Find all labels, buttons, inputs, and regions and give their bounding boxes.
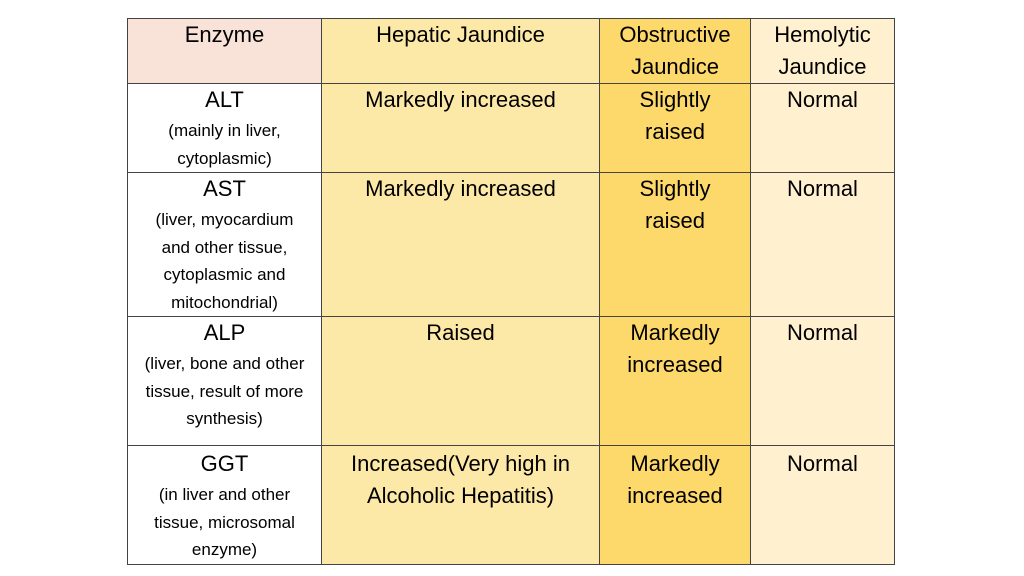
header-enzyme: Enzyme	[127, 18, 322, 84]
obstructive-cell: Slightly raised	[599, 172, 751, 317]
enzyme-cell: GGT (in liver and other tissue, microsom…	[127, 445, 322, 565]
enzyme-jaundice-table: Enzyme Hepatic Jaundice Obstructive Jaun…	[127, 18, 895, 565]
hemolytic-cell: Normal	[750, 83, 895, 173]
header-hemolytic-jaundice: Hemolytic Jaundice	[750, 18, 895, 84]
enzyme-note: (in liver and other tissue, microsomal e…	[154, 485, 295, 559]
enzyme-cell: ALP (liver, bone and other tissue, resul…	[127, 316, 322, 446]
enzyme-cell: AST (liver, myocardium and other tissue,…	[127, 172, 322, 317]
header-hepatic-jaundice: Hepatic Jaundice	[321, 18, 600, 84]
enzyme-note: (liver, myocardium and other tissue, cyt…	[155, 210, 294, 312]
hepatic-cell: Raised	[321, 316, 600, 446]
enzyme-note: (liver, bone and other tissue, result of…	[144, 354, 305, 428]
enzyme-name: GGT	[200, 451, 249, 476]
hemolytic-cell: Normal	[750, 445, 895, 565]
hemolytic-cell: Normal	[750, 172, 895, 317]
enzyme-name: ALT	[205, 87, 244, 112]
table-row: AST (liver, myocardium and other tissue,…	[127, 172, 895, 317]
obstructive-cell: Markedly increased	[599, 316, 751, 446]
hepatic-cell: Markedly increased	[321, 83, 600, 173]
enzyme-name: AST	[203, 176, 246, 201]
header-obstructive-jaundice: Obstructive Jaundice	[599, 18, 751, 84]
obstructive-cell: Markedly increased	[599, 445, 751, 565]
enzyme-cell: ALT (mainly in liver, cytoplasmic)	[127, 83, 322, 173]
enzyme-name: ALP	[203, 320, 246, 345]
table-row: ALT (mainly in liver, cytoplasmic) Marke…	[127, 83, 895, 173]
hepatic-cell: Markedly increased	[321, 172, 600, 317]
hepatic-cell: Increased(Very high in Alcoholic Hepatit…	[321, 445, 600, 565]
hemolytic-cell: Normal	[750, 316, 895, 446]
table-row: ALP (liver, bone and other tissue, resul…	[127, 316, 895, 446]
obstructive-cell: Slightly raised	[599, 83, 751, 173]
table-header-row: Enzyme Hepatic Jaundice Obstructive Jaun…	[127, 18, 895, 84]
table-row: GGT (in liver and other tissue, microsom…	[127, 445, 895, 565]
enzyme-note: (mainly in liver, cytoplasmic)	[168, 121, 281, 168]
